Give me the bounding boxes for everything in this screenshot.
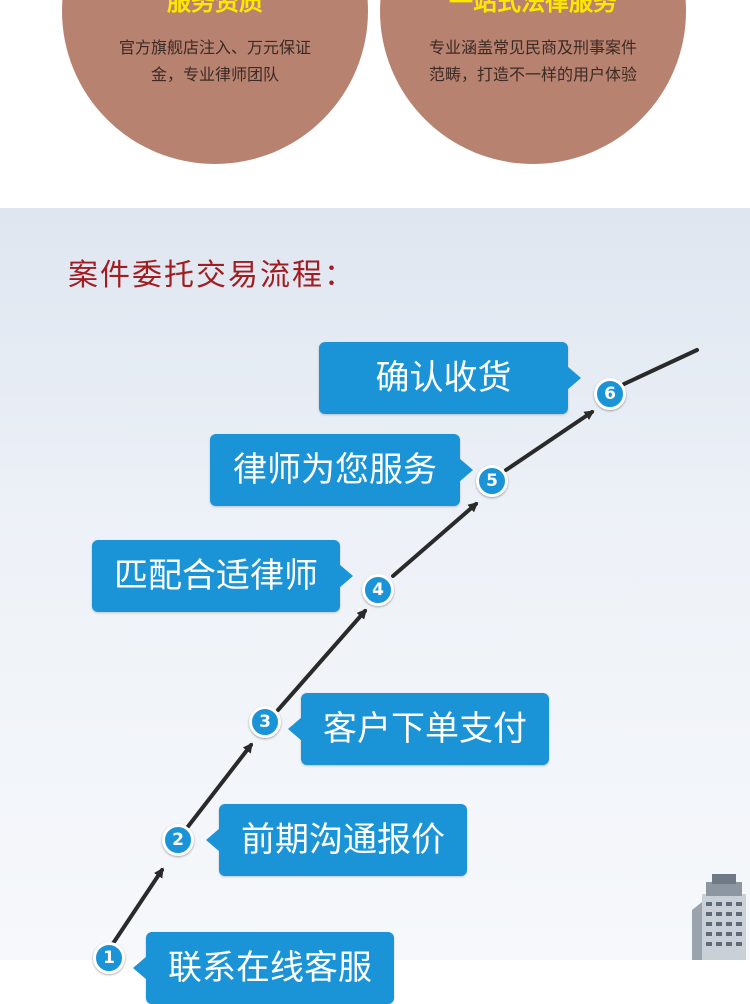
step-label-3: 客户下单支付 (288, 693, 549, 765)
process-title: 案件委托交易流程： (68, 258, 356, 293)
step-label-5: 律师为您服务 (210, 434, 473, 506)
curve-segment-3 (276, 608, 367, 712)
step-number-6: 6 (594, 378, 626, 410)
feature-section: 服务资质 官方旗舰店注入、万元保证金，专业律师团队 一站式法律服务 专业涵盖常见… (0, 0, 750, 208)
step-number-2: 2 (162, 824, 194, 856)
step-label-6: 确认收货 (319, 342, 581, 414)
step-label-2: 前期沟通报价 (206, 804, 467, 876)
feature-circle-qualification: 服务资质 官方旗舰店注入、万元保证金，专业律师团队 (62, 0, 368, 164)
feature-title: 一站式法律服务 (449, 0, 617, 16)
curve-segment-6 (622, 348, 699, 386)
curve-segment-4 (391, 502, 479, 578)
building-image (692, 874, 746, 960)
step-number-3: 3 (249, 706, 281, 738)
step-label-4: 匹配合适律师 (92, 540, 353, 612)
step-number-5: 5 (476, 465, 508, 497)
step-number-1: 1 (93, 942, 125, 974)
curve-segment-1 (108, 867, 164, 950)
feature-circle-one-stop: 一站式法律服务 专业涵盖常见民商及刑事案件范畴，打造不一样的用户体验 (380, 0, 686, 164)
feature-desc: 官方旗舰店注入、万元保证金，专业律师团队 (118, 38, 311, 84)
feature-title: 服务资质 (167, 0, 263, 16)
step-number-4: 4 (362, 574, 394, 606)
curve-segment-5 (504, 410, 595, 472)
step-label-1: 联系在线客服 (133, 932, 394, 1004)
feature-desc: 专业涵盖常见民商及刑事案件范畴，打造不一样的用户体验 (428, 38, 637, 84)
process-curve (108, 348, 699, 950)
process-section: 案件委托交易流程： 1 联系在线客服 2 前期沟通报价 3 客户下单支付 4 匹… (0, 208, 750, 1004)
curve-segment-2 (181, 742, 253, 835)
